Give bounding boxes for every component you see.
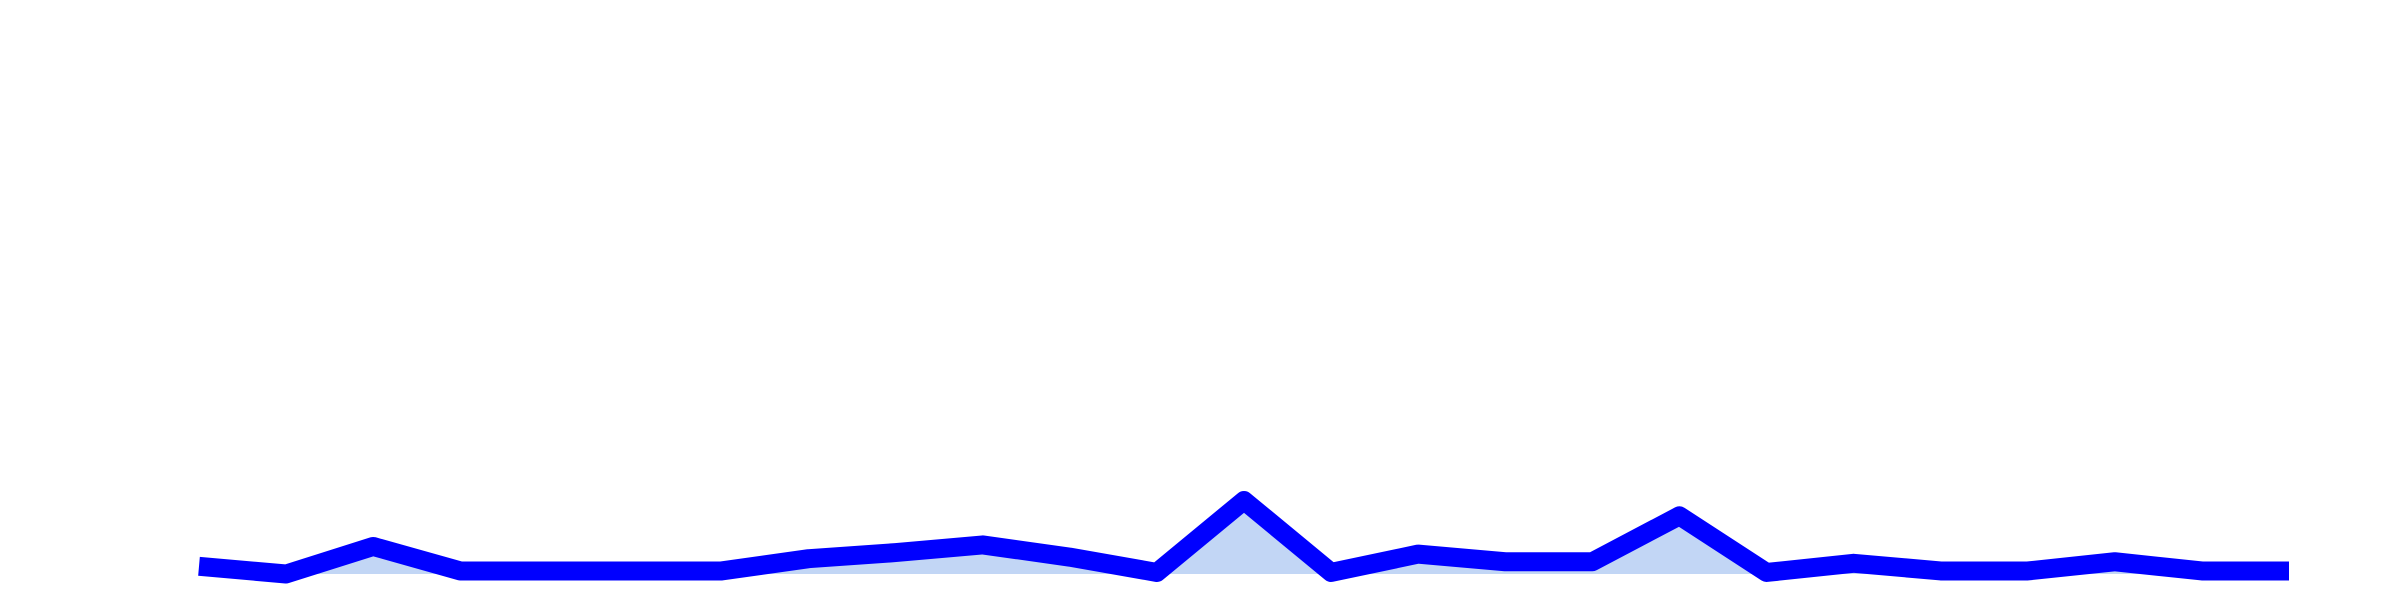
area xyxy=(199,500,2289,574)
line xyxy=(198,491,2289,584)
